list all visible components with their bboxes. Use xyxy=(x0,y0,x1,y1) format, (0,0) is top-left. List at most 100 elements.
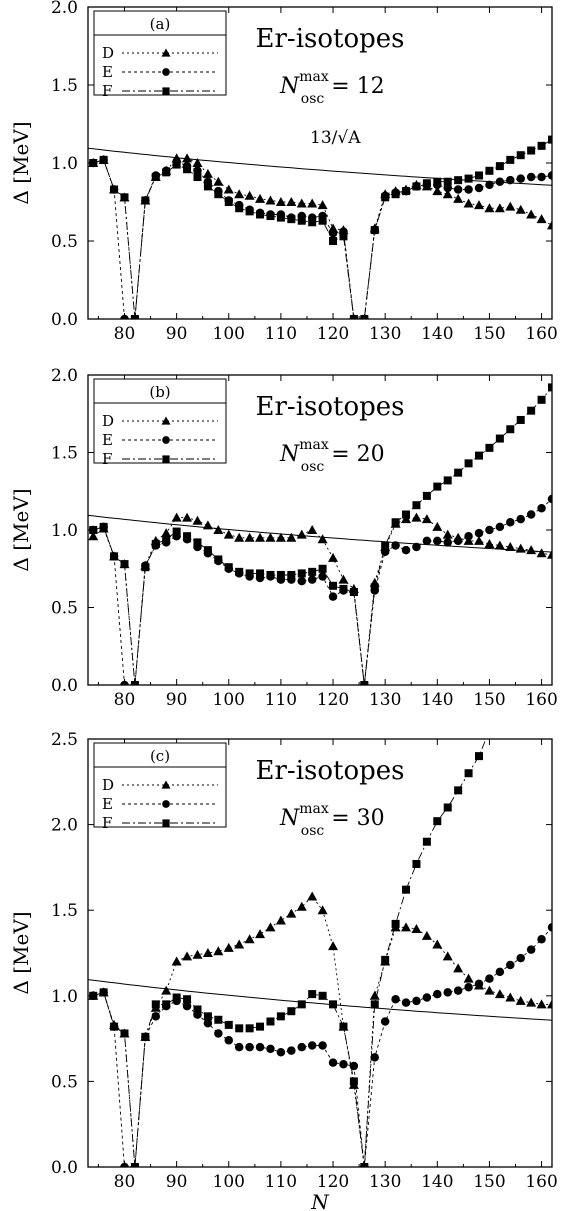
x-tick-label: 80 xyxy=(114,1172,136,1192)
marker-square xyxy=(339,1022,348,1031)
marker-square xyxy=(537,141,546,150)
subtitle-base: N xyxy=(279,442,300,467)
marker-circle xyxy=(526,510,536,519)
x-tick-label: 160 xyxy=(525,324,557,344)
y-tick-label: 0.5 xyxy=(51,599,78,619)
marker-triangle xyxy=(338,574,349,584)
x-tick-label: 100 xyxy=(213,690,245,710)
marker-triangle xyxy=(515,543,526,553)
subtitle-sup: max xyxy=(299,437,329,453)
marker-square xyxy=(308,218,317,227)
marker-circle xyxy=(495,177,505,186)
marker-square xyxy=(110,1022,119,1031)
marker-triangle xyxy=(265,195,276,205)
x-tick-label: 150 xyxy=(473,690,505,710)
marker-triangle xyxy=(161,48,171,57)
chart-subtitle: Nmax osc = 20 xyxy=(279,437,385,475)
marker-square xyxy=(402,885,411,894)
marker-circle xyxy=(453,986,463,995)
marker-square xyxy=(162,168,171,177)
marker-square xyxy=(235,1024,244,1033)
marker-square xyxy=(203,546,212,555)
marker-square xyxy=(245,207,254,216)
x-tick-label: 120 xyxy=(317,1172,349,1192)
marker-square xyxy=(297,216,306,225)
marker-square xyxy=(360,315,369,319)
marker-triangle xyxy=(192,949,203,959)
marker-square xyxy=(172,993,181,1002)
y-tick-label: 1.5 xyxy=(51,444,78,464)
y-tick-label: 2.0 xyxy=(51,366,78,386)
marker-square xyxy=(214,555,223,564)
marker-square xyxy=(485,443,494,452)
marker-triangle xyxy=(463,198,474,208)
marker-square xyxy=(329,581,338,590)
series-group xyxy=(88,135,552,319)
panel-b: 80 90 100 110 120 130 140 150 160 0.0 0.5 1.0 1.5 2.0… xyxy=(9,366,558,710)
x-tick-label: 90 xyxy=(166,690,188,710)
series-group xyxy=(88,383,552,685)
y-tick-label: 0.5 xyxy=(51,1072,78,1092)
marker-square xyxy=(266,570,275,579)
marker-triangle xyxy=(317,905,328,915)
marker-square xyxy=(183,532,192,541)
marker-circle xyxy=(412,996,421,1006)
marker-triangle xyxy=(296,901,307,911)
marker-circle xyxy=(391,541,400,550)
marker-square xyxy=(527,146,536,155)
marker-square xyxy=(162,535,171,544)
subtitle-base: N xyxy=(279,806,300,831)
marker-square xyxy=(110,185,119,194)
marker-square xyxy=(130,681,139,685)
marker-square xyxy=(162,1000,171,1009)
marker-circle xyxy=(516,174,525,183)
marker-circle xyxy=(485,974,494,983)
x-axis-label: N xyxy=(310,1190,330,1211)
marker-circle xyxy=(245,1042,254,1052)
marker-circle xyxy=(297,576,307,586)
x-tick-label: 80 xyxy=(114,690,136,710)
marker-circle xyxy=(234,1042,244,1052)
marker-circle xyxy=(464,531,473,541)
marker-square xyxy=(110,552,119,561)
marker-circle xyxy=(328,1058,338,1067)
marker-circle xyxy=(307,575,317,584)
marker-triangle xyxy=(505,201,516,211)
marker-triangle xyxy=(255,532,266,542)
y-tick-label: 1.5 xyxy=(51,76,78,96)
marker-triangle xyxy=(213,176,224,186)
marker-triangle xyxy=(202,520,213,530)
marker-circle xyxy=(297,1042,307,1052)
marker-square xyxy=(339,232,348,241)
x-tick-label: 150 xyxy=(473,1172,505,1192)
marker-square xyxy=(214,1015,223,1024)
marker-triangle xyxy=(401,922,412,932)
marker-square xyxy=(203,182,212,191)
marker-triangle xyxy=(234,532,245,542)
marker-circle xyxy=(224,1036,234,1045)
marker-square xyxy=(422,837,431,846)
marker-triangle xyxy=(432,186,443,196)
marker-triangle xyxy=(453,963,464,973)
marker-triangle xyxy=(255,193,266,203)
marker-circle xyxy=(318,572,327,581)
marker-circle xyxy=(464,982,473,992)
marker-square xyxy=(464,174,473,183)
marker-circle xyxy=(401,545,411,555)
x-tick-label: 160 xyxy=(525,1172,557,1192)
marker-circle xyxy=(506,175,515,185)
subtitle-rest: = 20 xyxy=(324,442,384,467)
marker-square xyxy=(193,173,202,182)
x-tick-label: 100 xyxy=(213,1172,245,1192)
marker-triangle xyxy=(88,531,99,541)
series-group xyxy=(88,739,552,1167)
marker-triangle xyxy=(234,189,245,199)
marker-square xyxy=(506,425,515,434)
legend-entry-D: D xyxy=(102,776,114,794)
y-tick-label: 0.0 xyxy=(51,310,78,330)
marker-square xyxy=(308,990,317,999)
y-tick-label: 0.5 xyxy=(51,232,78,252)
marker-triangle xyxy=(432,939,443,949)
marker-square xyxy=(360,681,369,685)
curve-annotation: 13/√A xyxy=(310,128,361,148)
